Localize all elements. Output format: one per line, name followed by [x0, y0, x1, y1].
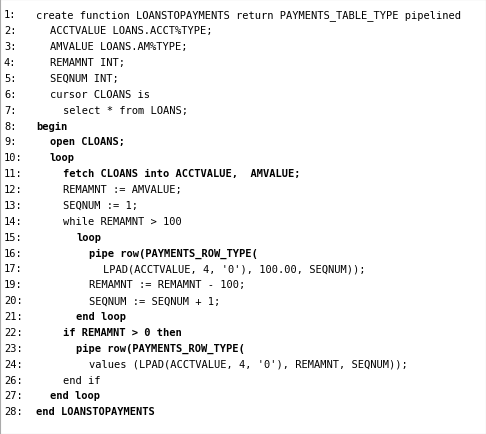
- Text: 17:: 17:: [4, 264, 23, 274]
- Text: 8:: 8:: [4, 122, 17, 131]
- Text: 24:: 24:: [4, 359, 23, 369]
- Text: values (LPAD(ACCTVALUE, 4, '0'), REMAMNT, SEQNUM));: values (LPAD(ACCTVALUE, 4, '0'), REMAMNT…: [89, 359, 408, 369]
- Text: 28:: 28:: [4, 406, 23, 416]
- Text: end loop: end loop: [76, 312, 126, 321]
- Text: 6:: 6:: [4, 89, 17, 99]
- Text: 10:: 10:: [4, 153, 23, 163]
- Text: end LOANSTOPAYMENTS: end LOANSTOPAYMENTS: [36, 406, 155, 416]
- Text: 16:: 16:: [4, 248, 23, 258]
- Text: loop: loop: [50, 153, 75, 163]
- Text: 21:: 21:: [4, 312, 23, 321]
- Text: pipe row(PAYMENTS_ROW_TYPE(: pipe row(PAYMENTS_ROW_TYPE(: [76, 343, 245, 353]
- Text: begin: begin: [36, 122, 68, 132]
- Text: 15:: 15:: [4, 232, 23, 242]
- Text: ACCTVALUE LOANS.ACCT%TYPE;: ACCTVALUE LOANS.ACCT%TYPE;: [50, 26, 212, 36]
- Text: loop: loop: [76, 232, 101, 242]
- Text: 27:: 27:: [4, 391, 23, 401]
- Text: fetch CLOANS into ACCTVALUE,  AMVALUE;: fetch CLOANS into ACCTVALUE, AMVALUE;: [63, 169, 300, 179]
- Text: SEQNUM := SEQNUM + 1;: SEQNUM := SEQNUM + 1;: [89, 296, 221, 306]
- Text: cursor CLOANS is: cursor CLOANS is: [50, 89, 150, 99]
- Text: 1:: 1:: [4, 10, 17, 20]
- Text: 12:: 12:: [4, 185, 23, 194]
- Text: 14:: 14:: [4, 216, 23, 226]
- Text: pipe row(PAYMENTS_ROW_TYPE(: pipe row(PAYMENTS_ROW_TYPE(: [89, 248, 258, 258]
- Text: while REMAMNT > 100: while REMAMNT > 100: [63, 216, 182, 226]
- Text: 11:: 11:: [4, 169, 23, 179]
- Text: 23:: 23:: [4, 343, 23, 353]
- Text: 3:: 3:: [4, 42, 17, 52]
- Text: REMAMNT INT;: REMAMNT INT;: [50, 58, 125, 68]
- Text: select * from LOANS;: select * from LOANS;: [63, 105, 188, 115]
- Text: LPAD(ACCTVALUE, 4, '0'), 100.00, SEQNUM));: LPAD(ACCTVALUE, 4, '0'), 100.00, SEQNUM)…: [103, 264, 365, 274]
- Text: SEQNUM := 1;: SEQNUM := 1;: [63, 201, 138, 210]
- Text: REMAMNT := AMVALUE;: REMAMNT := AMVALUE;: [63, 185, 182, 194]
- Text: 20:: 20:: [4, 296, 23, 306]
- Text: 13:: 13:: [4, 201, 23, 210]
- Text: create function LOANSTOPAYMENTS return PAYMENTS_TABLE_TYPE pipelined: create function LOANSTOPAYMENTS return P…: [36, 10, 461, 21]
- Text: if REMAMNT > 0 then: if REMAMNT > 0 then: [63, 327, 182, 337]
- Text: 19:: 19:: [4, 279, 23, 289]
- Text: SEQNUM INT;: SEQNUM INT;: [50, 74, 119, 84]
- Text: 9:: 9:: [4, 137, 17, 147]
- Text: end if: end if: [63, 375, 101, 385]
- Text: end loop: end loop: [50, 391, 100, 401]
- Text: 4:: 4:: [4, 58, 17, 68]
- Text: REMAMNT := REMAMNT - 100;: REMAMNT := REMAMNT - 100;: [89, 279, 245, 289]
- Text: 26:: 26:: [4, 375, 23, 385]
- Text: AMVALUE LOANS.AM%TYPE;: AMVALUE LOANS.AM%TYPE;: [50, 42, 187, 52]
- Text: 7:: 7:: [4, 105, 17, 115]
- Text: 22:: 22:: [4, 327, 23, 337]
- Text: 5:: 5:: [4, 74, 17, 84]
- Text: 2:: 2:: [4, 26, 17, 36]
- Text: open CLOANS;: open CLOANS;: [50, 137, 125, 147]
